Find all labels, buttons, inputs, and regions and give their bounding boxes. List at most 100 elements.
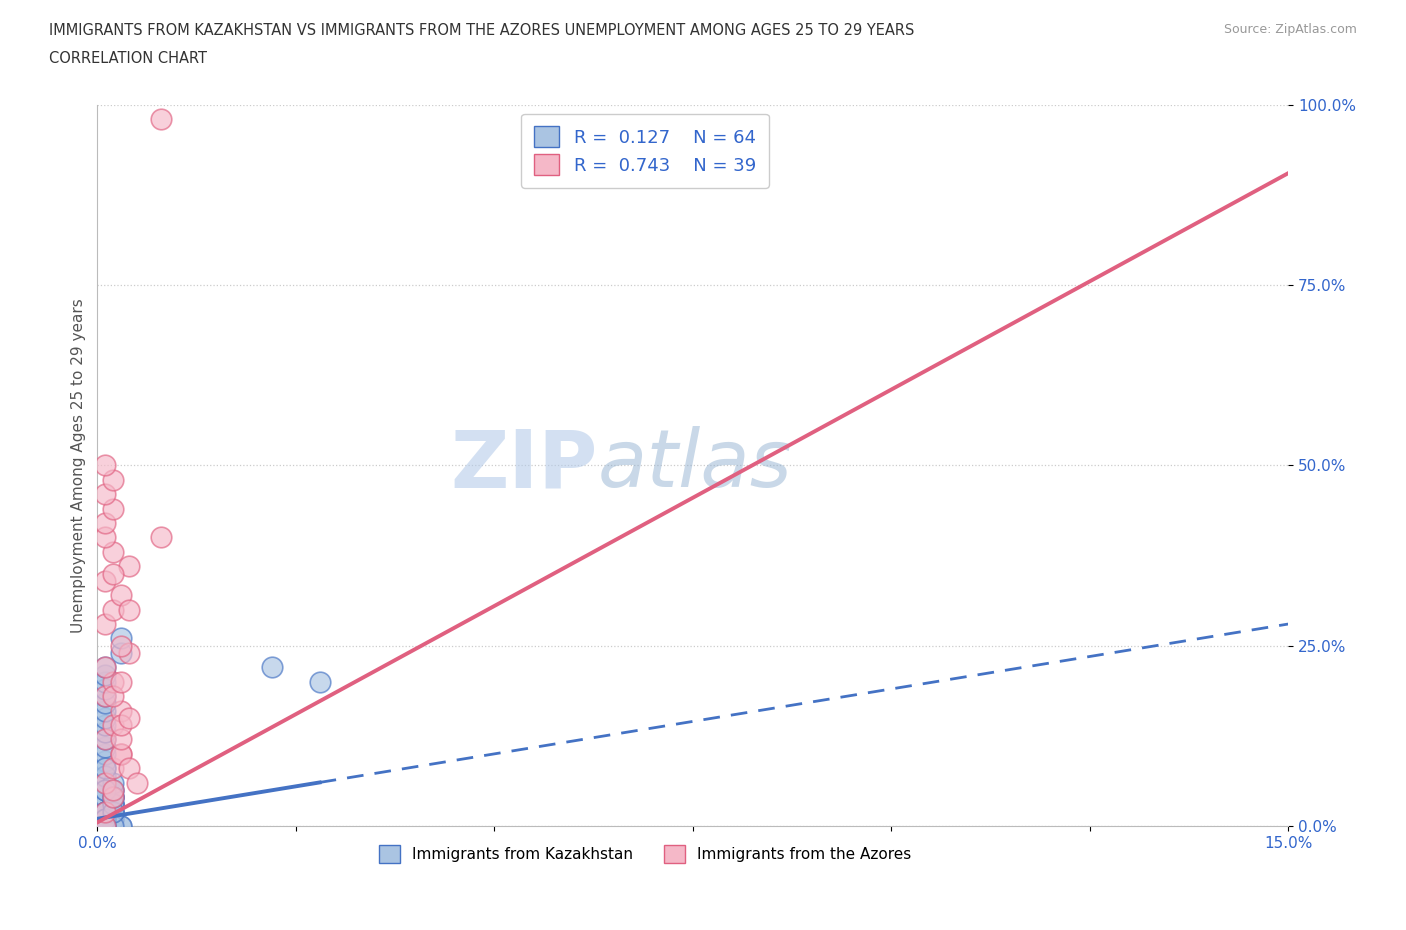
Point xyxy=(103,782,125,797)
Point xyxy=(103,804,125,819)
Point xyxy=(103,797,125,812)
Point xyxy=(94,811,117,826)
Point xyxy=(103,790,125,804)
Point xyxy=(110,674,132,689)
Point xyxy=(125,776,148,790)
Point xyxy=(94,818,117,833)
Point xyxy=(103,603,125,618)
Point xyxy=(110,645,132,660)
Point xyxy=(103,776,125,790)
Point xyxy=(94,711,117,725)
Point xyxy=(94,724,117,739)
Point xyxy=(103,782,125,797)
Point xyxy=(118,711,141,725)
Point xyxy=(94,818,117,833)
Point xyxy=(94,747,117,762)
Point xyxy=(94,818,117,833)
Point xyxy=(94,782,117,797)
Point xyxy=(103,472,125,487)
Point xyxy=(103,797,125,812)
Point xyxy=(103,544,125,559)
Text: atlas: atlas xyxy=(598,426,792,504)
Point xyxy=(94,617,117,631)
Point xyxy=(94,660,117,675)
Point xyxy=(103,818,125,833)
Point xyxy=(103,818,125,833)
Point xyxy=(94,811,117,826)
Point xyxy=(94,573,117,588)
Point xyxy=(110,818,132,833)
Point xyxy=(103,797,125,812)
Point xyxy=(103,804,125,819)
Y-axis label: Unemployment Among Ages 25 to 29 years: Unemployment Among Ages 25 to 29 years xyxy=(72,298,86,632)
Text: IMMIGRANTS FROM KAZAKHSTAN VS IMMIGRANTS FROM THE AZORES UNEMPLOYMENT AMONG AGES: IMMIGRANTS FROM KAZAKHSTAN VS IMMIGRANTS… xyxy=(49,23,914,38)
Point xyxy=(103,804,125,819)
Point xyxy=(110,747,132,762)
Text: ZIP: ZIP xyxy=(450,426,598,504)
Point xyxy=(94,768,117,783)
Point xyxy=(103,790,125,804)
Point xyxy=(103,566,125,581)
Point xyxy=(110,703,132,718)
Point xyxy=(110,588,132,603)
Legend: Immigrants from Kazakhstan, Immigrants from the Azores: Immigrants from Kazakhstan, Immigrants f… xyxy=(373,839,918,869)
Point xyxy=(103,674,125,689)
Point xyxy=(94,682,117,697)
Point xyxy=(94,486,117,501)
Point xyxy=(149,112,172,126)
Point xyxy=(94,458,117,472)
Point xyxy=(103,804,125,819)
Point xyxy=(118,559,141,574)
Point xyxy=(103,790,125,804)
Point xyxy=(110,747,132,762)
Point xyxy=(94,718,117,733)
Point xyxy=(110,638,132,653)
Point xyxy=(94,761,117,776)
Point xyxy=(94,804,117,819)
Point xyxy=(103,811,125,826)
Point xyxy=(103,689,125,704)
Point xyxy=(94,797,117,812)
Point xyxy=(94,515,117,530)
Point xyxy=(149,530,172,545)
Point xyxy=(94,818,117,833)
Point xyxy=(94,739,117,754)
Point xyxy=(94,804,117,819)
Point xyxy=(94,818,117,833)
Point xyxy=(94,660,117,675)
Point xyxy=(94,776,117,790)
Point xyxy=(260,660,283,675)
Point xyxy=(94,768,117,783)
Text: CORRELATION CHART: CORRELATION CHART xyxy=(49,51,207,66)
Point xyxy=(103,761,125,776)
Point xyxy=(94,530,117,545)
Point xyxy=(103,797,125,812)
Point xyxy=(110,718,132,733)
Point xyxy=(94,818,117,833)
Point xyxy=(94,804,117,819)
Point xyxy=(94,811,117,826)
Point xyxy=(94,776,117,790)
Text: Source: ZipAtlas.com: Source: ZipAtlas.com xyxy=(1223,23,1357,36)
Point xyxy=(103,782,125,797)
Point xyxy=(103,501,125,516)
Point xyxy=(103,718,125,733)
Point xyxy=(110,631,132,646)
Point xyxy=(94,804,117,819)
Point xyxy=(110,732,132,747)
Point xyxy=(103,790,125,804)
Point xyxy=(94,696,117,711)
Point xyxy=(94,804,117,819)
Point xyxy=(94,761,117,776)
Point xyxy=(94,811,117,826)
Point xyxy=(118,761,141,776)
Point xyxy=(103,790,125,804)
Point xyxy=(94,811,117,826)
Point xyxy=(94,689,117,704)
Point xyxy=(308,674,330,689)
Point xyxy=(94,753,117,768)
Point xyxy=(103,811,125,826)
Point xyxy=(94,732,117,747)
Point xyxy=(94,674,117,689)
Point xyxy=(110,818,132,833)
